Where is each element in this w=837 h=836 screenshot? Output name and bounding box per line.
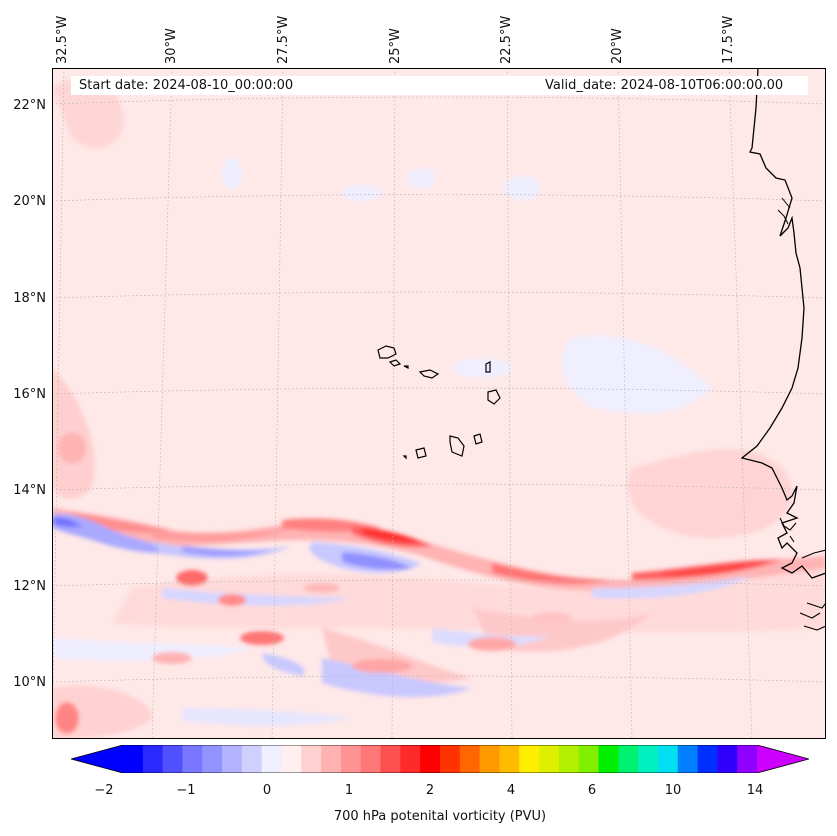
colorbar-cell (519, 745, 540, 773)
colorbar-tick-1: 1 (344, 783, 354, 798)
colorbar-cell (657, 745, 679, 773)
colorbar-cell (162, 745, 183, 773)
lon-label-25w: 25°W (388, 28, 403, 64)
lon-label-22-5w: 22.5°W (499, 15, 514, 64)
colorbar-extend-min (71, 745, 123, 773)
colorbar-cell (440, 745, 461, 773)
lat-label-12n: 12°N (13, 579, 46, 594)
colorbar-cell (202, 745, 223, 773)
colorbar-cell (677, 745, 699, 773)
colorbar-cell (222, 745, 243, 773)
colorbar-tick-minus2: −2 (94, 783, 114, 798)
colorbar-cell (380, 745, 401, 773)
colorbar-cell (340, 745, 362, 773)
colorbar-cell (360, 745, 382, 773)
africa-coastline (740, 68, 826, 579)
colorbar-cell (558, 745, 580, 773)
colorbar-cell (123, 745, 144, 773)
header-box (71, 76, 808, 95)
colorbar-cell (241, 745, 263, 773)
lat-label-16n: 16°N (13, 387, 46, 402)
colorbar-cell (499, 745, 520, 773)
colorbar-cell (717, 745, 738, 773)
colorbar-cell (182, 745, 203, 773)
pv-map (52, 68, 826, 739)
colorbar-cell (281, 745, 302, 773)
colorbar-tick-2: 2 (425, 783, 435, 798)
colorbar-cell (459, 745, 481, 773)
lat-label-22n: 22°N (13, 98, 46, 113)
coast-segment-2 (777, 197, 791, 225)
colorbar-cell (697, 745, 718, 773)
lat-label-14n: 14°N (13, 483, 46, 498)
colorbar-cell (638, 745, 659, 773)
coast-segment-1 (779, 517, 826, 631)
lat-label-20n: 20°N (13, 194, 46, 209)
pv-field (52, 77, 826, 739)
colorbar-cell (479, 745, 500, 773)
colorbar-tick-minus1: −1 (176, 783, 196, 798)
colorbar-tick-6: 6 (587, 783, 597, 798)
colorbar-cell (301, 745, 322, 773)
lon-label-17-5w: 17.5°W (721, 15, 736, 64)
cape-verde-islands (377, 345, 501, 460)
colorbar-cell (578, 745, 599, 773)
lon-label-30w: 30°W (164, 28, 179, 64)
lat-label-10n: 10°N (13, 675, 46, 690)
colorbar (71, 745, 809, 773)
colorbar-tick-4: 4 (506, 783, 516, 798)
start-date-label: Start date: 2024-08-10_00:00:00 (79, 78, 294, 93)
map-frame (52, 68, 826, 739)
lon-label-32-5w: 32.5°W (55, 15, 70, 64)
colorbar-cell (539, 745, 560, 773)
colorbar-title: 700 hPa potenital vorticity (PVU) (333, 809, 547, 824)
colorbar-cell (420, 745, 441, 773)
lon-label-20w: 20°W (610, 28, 625, 64)
valid-date-label: Valid_date: 2024-08-10T06:00:00.00 (545, 78, 784, 93)
colorbar-extend-max (757, 745, 809, 773)
colorbar-cell (618, 745, 639, 773)
colorbar-tick-10: 10 (664, 783, 682, 798)
colorbar-cell (261, 745, 282, 773)
lon-label-27-5w: 27.5°W (276, 15, 291, 64)
colorbar-tick-0: 0 (262, 783, 272, 798)
colorbar-cell (737, 745, 758, 773)
colorbar-cell (142, 745, 164, 773)
lat-label-18n: 18°N (13, 291, 46, 306)
colorbar-cell (321, 745, 342, 773)
colorbar-tick-14: 14 (746, 783, 764, 798)
colorbar-cell (400, 745, 421, 773)
colorbar-cell (598, 745, 619, 773)
